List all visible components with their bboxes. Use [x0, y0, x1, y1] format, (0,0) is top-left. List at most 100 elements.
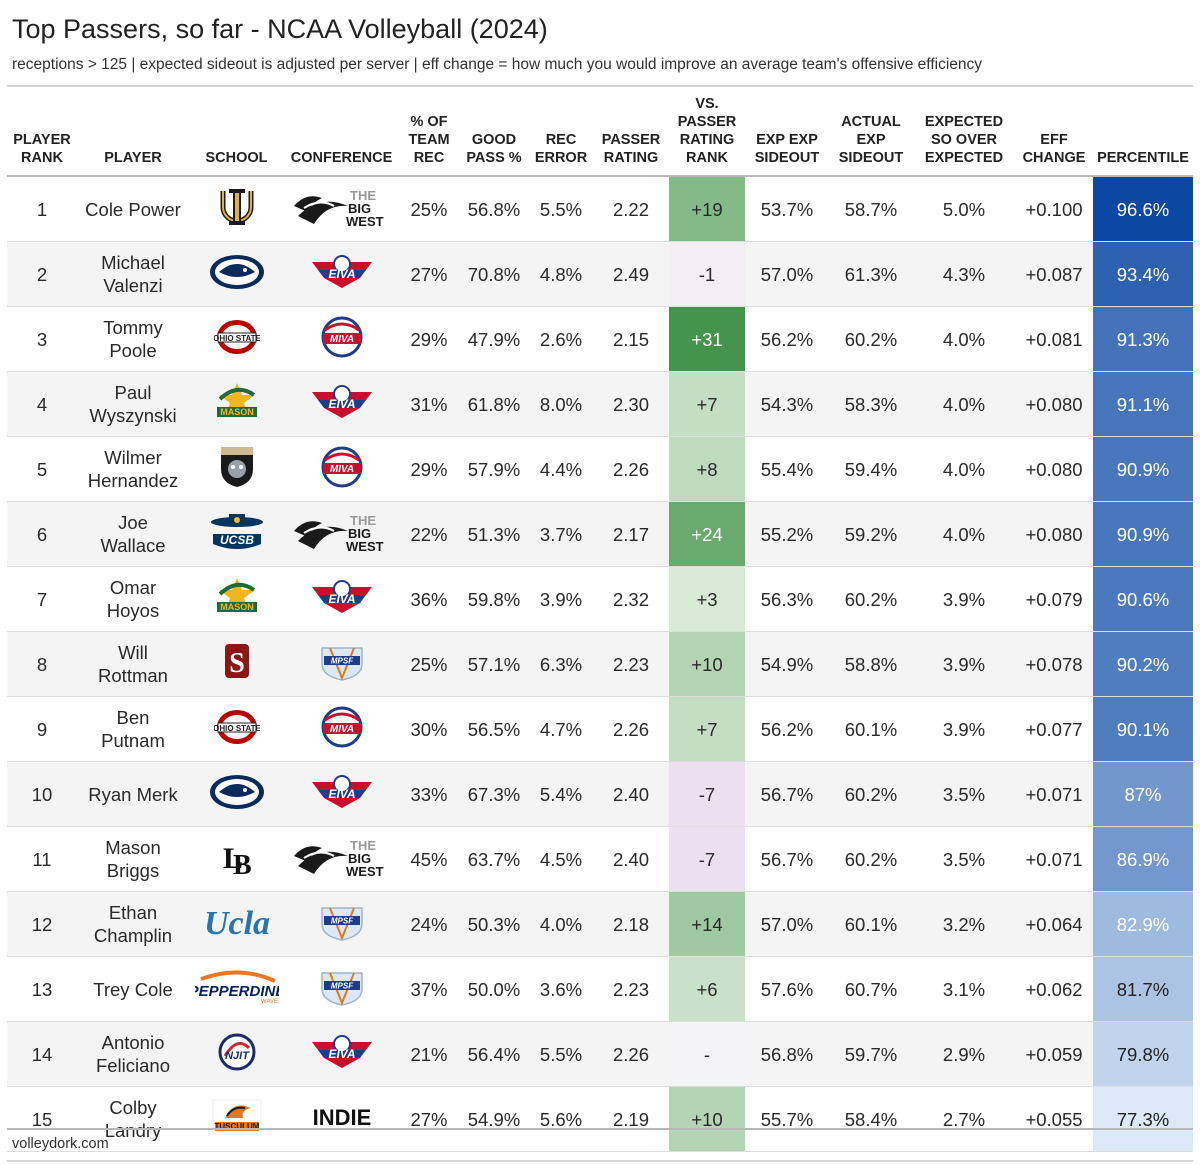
exp-exp-sideout-cell: 55.4% [745, 436, 829, 502]
good-pass-cell: 54.9% [459, 1086, 529, 1152]
penn-state-logo [209, 774, 265, 815]
passer-rating-cell: 2.30 [593, 371, 669, 437]
good-pass-cell: 56.8% [459, 176, 529, 242]
conference-logo-cell: EIVA [284, 761, 399, 827]
exp-exp-sideout-cell: 56.7% [745, 826, 829, 892]
player-name-cell: Will Rottman [77, 631, 189, 697]
svg-text:BIG: BIG [348, 526, 371, 541]
passer-rating-cell: 2.49 [593, 241, 669, 307]
svg-text:MPSF: MPSF [330, 916, 353, 925]
stanford-logo: S [222, 641, 252, 688]
table-row: 9 Ben Putnam OHIO STATE MIVA 30% 56.5% 4.7% 2.2… [7, 696, 1193, 762]
passer-rating-cell: 2.40 [593, 761, 669, 827]
exp-exp-sideout-cell: 56.2% [745, 696, 829, 762]
percentile-cell: 81.7% [1093, 956, 1193, 1022]
vs-rank-cell: +24 [669, 501, 745, 567]
player-rank-cell: 4 [7, 371, 77, 437]
rec-error-cell: 2.6% [529, 306, 593, 372]
actual-exp-sideout-cell: 60.2% [829, 306, 913, 372]
so-over-expected-cell: 2.9% [913, 1021, 1015, 1087]
percentile-cell: 90.9% [1093, 501, 1193, 567]
svg-text:MASON: MASON [220, 602, 254, 612]
vs-rank-cell: +6 [669, 956, 745, 1022]
svg-text:THE: THE [350, 188, 376, 203]
school-logo-cell: OHIO STATE [189, 306, 284, 372]
passer-rating-cell: 2.15 [593, 306, 669, 372]
mpsf-logo: MPSF [318, 967, 366, 1012]
good-pass-cell: 51.3% [459, 501, 529, 567]
svg-text:S: S [229, 648, 245, 679]
passer-rating-cell: 2.17 [593, 501, 669, 567]
svg-text:MIVA: MIVA [329, 334, 353, 345]
column-header-school: SCHOOL [189, 87, 284, 177]
school-logo-cell: MASON [189, 371, 284, 437]
player-rank-cell: 9 [7, 696, 77, 762]
table-row: 7 Omar Hoyos MASON EIVA 36% 59.8% 3.9% 2.32 +3 56… [7, 566, 1193, 632]
player-rank-cell: 14 [7, 1021, 77, 1087]
svg-text:WAVES: WAVES [261, 999, 279, 1005]
rec-error-cell: 3.9% [529, 566, 593, 632]
school-logo-cell [189, 761, 284, 827]
good-pass-cell: 47.9% [459, 306, 529, 372]
conference-logo-cell: MPSF [284, 956, 399, 1022]
svg-text:BIG: BIG [348, 201, 371, 216]
eff-change-cell: +0.059 [1015, 1021, 1093, 1087]
player-name-cell: Colby Landry [77, 1086, 189, 1152]
column-header-percentile: PERCENTILE [1093, 87, 1193, 177]
passer-rating-cell: 2.26 [593, 696, 669, 762]
so-over-expected-cell: 3.9% [913, 631, 1015, 697]
percentile-cell: 82.9% [1093, 891, 1193, 957]
vs-rank-cell: -1 [669, 241, 745, 307]
table-row: 3 Tommy Poole OHIO STATE MIVA 29% 47.9% 2.6% 2.… [7, 306, 1193, 372]
percentile-cell: 90.1% [1093, 696, 1193, 762]
good-pass-cell: 56.4% [459, 1021, 529, 1087]
so-over-expected-cell: 3.2% [913, 891, 1015, 957]
actual-exp-sideout-cell: 60.2% [829, 761, 913, 827]
rec-error-cell: 5.4% [529, 761, 593, 827]
eiva-logo: EIVA [310, 579, 374, 620]
pct-team-rec-cell: 29% [399, 436, 459, 502]
exp-exp-sideout-cell: 54.3% [745, 371, 829, 437]
rec-error-cell: 8.0% [529, 371, 593, 437]
pct-team-rec-cell: 29% [399, 306, 459, 372]
player-name-cell: Ben Putnam [77, 696, 189, 762]
pct-team-rec-cell: 30% [399, 696, 459, 762]
vs-rank-cell: +8 [669, 436, 745, 502]
svg-text:EIVA: EIVA [328, 592, 355, 606]
exp-exp-sideout-cell: 57.0% [745, 891, 829, 957]
school-logo-cell: UCSB [189, 501, 284, 567]
ohio-state-logo: OHIO STATE [213, 707, 261, 752]
column-header-eff-change: EFF CHANGE [1015, 87, 1093, 177]
svg-text:OHIO STATE: OHIO STATE [214, 724, 260, 733]
eff-change-cell: +0.078 [1015, 631, 1093, 697]
passer-rating-cell: 2.23 [593, 631, 669, 697]
exp-exp-sideout-cell: 55.2% [745, 501, 829, 567]
eff-change-cell: +0.077 [1015, 696, 1093, 762]
svg-text:MPSF: MPSF [330, 981, 353, 990]
eff-change-cell: +0.087 [1015, 241, 1093, 307]
actual-exp-sideout-cell: 60.1% [829, 696, 913, 762]
so-over-expected-cell: 4.3% [913, 241, 1015, 307]
player-name-cell: Wilmer Hernandez [77, 436, 189, 502]
big-west-logo: THE BIG WEST [292, 186, 392, 233]
passer-rating-cell: 2.26 [593, 436, 669, 502]
svg-text:THE: THE [350, 838, 376, 853]
footer-divider [7, 1128, 1193, 1130]
good-pass-cell: 63.7% [459, 826, 529, 892]
rec-error-cell: 4.5% [529, 826, 593, 892]
passer-rating-cell: 2.19 [593, 1086, 669, 1152]
column-header-vs-rank: VS. PASSER RATING RANK [669, 87, 745, 177]
percentile-cell: 90.9% [1093, 436, 1193, 502]
actual-exp-sideout-cell: 60.7% [829, 956, 913, 1022]
player-rank-cell: 3 [7, 306, 77, 372]
exp-exp-sideout-cell: 57.6% [745, 956, 829, 1022]
player-rank-cell: 13 [7, 956, 77, 1022]
column-header-passer-rating: PASSER RATING [593, 87, 669, 177]
vs-rank-cell: +31 [669, 306, 745, 372]
pct-team-rec-cell: 22% [399, 501, 459, 567]
pct-team-rec-cell: 25% [399, 176, 459, 242]
actual-exp-sideout-cell: 61.3% [829, 241, 913, 307]
svg-text:Ucla: Ucla [203, 905, 269, 942]
player-rank-cell: 8 [7, 631, 77, 697]
